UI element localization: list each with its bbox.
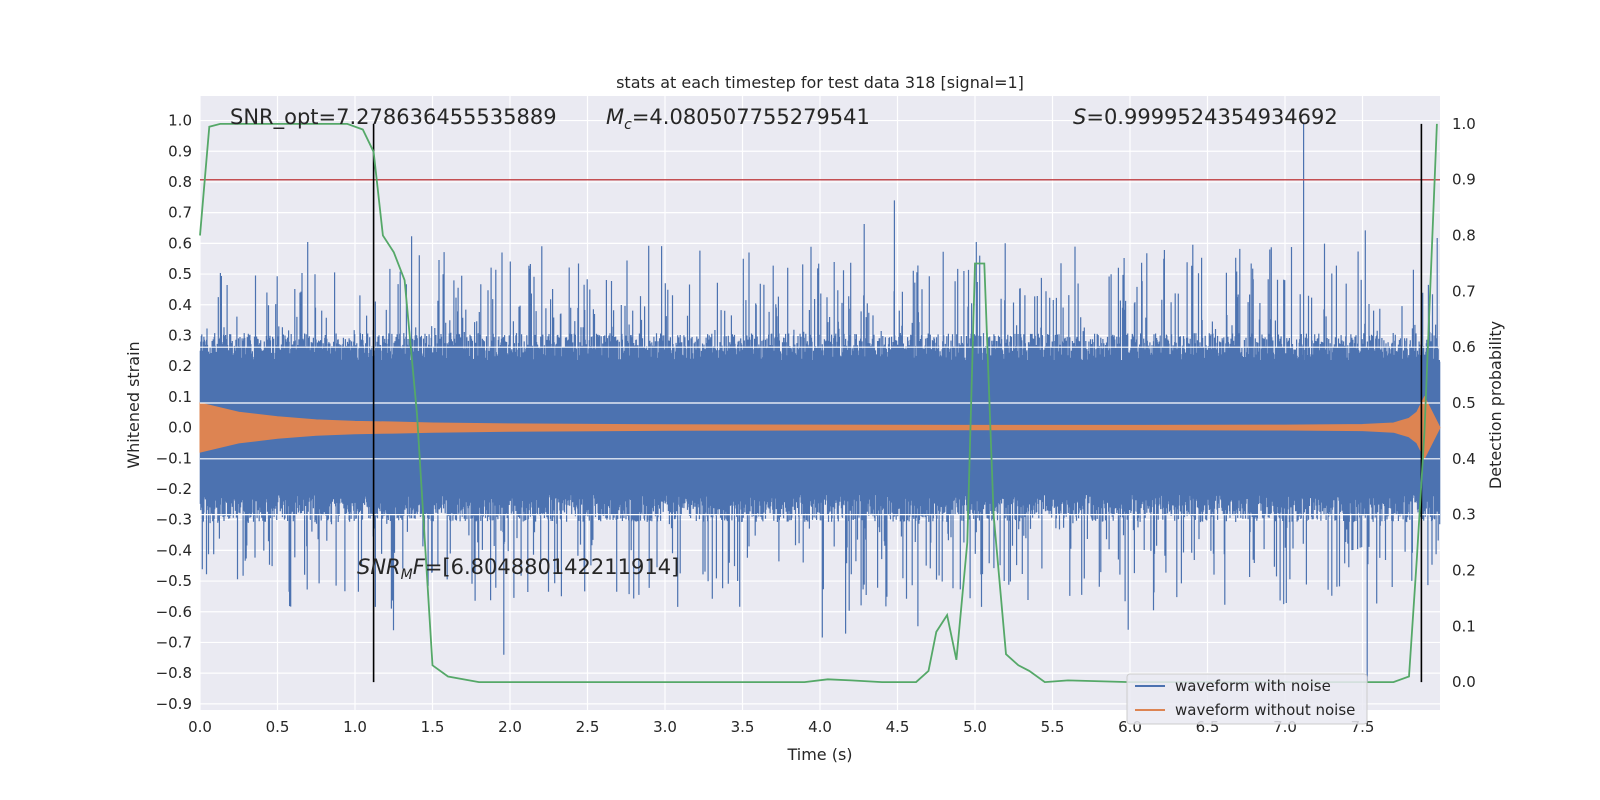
signal-envelope [199,395,1441,460]
y-axis-right-label: Detection probability [1486,321,1505,489]
legend-entry-signal: waveform without noise [1175,701,1355,719]
x-tick-label: 4.0 [808,718,832,736]
x-tick-label: 2.0 [498,718,522,736]
y-tick-label: 0.6 [168,234,192,252]
x-axis-label: Time (s) [786,745,852,764]
s-statistic-annotation: S=0.9999524354934692 [1073,105,1338,129]
y-tick-label: −0.7 [156,633,192,651]
y-tick-label: −0.1 [156,449,192,467]
y-right-tick-label: 0.0 [1452,673,1476,691]
y-axis-label: Whitened strain [124,341,143,468]
y-tick-label: 0.7 [168,204,192,222]
y-tick-label: −0.6 [156,603,192,621]
x-tick-label: 1.0 [343,718,367,736]
snr-mf-annotation: SNRMF=[6.804880142211914] [357,555,679,583]
x-tick-label: 0.0 [188,718,212,736]
y-right-tick-label: 0.1 [1452,617,1476,635]
y-tick-label: −0.9 [156,695,192,713]
y-tick-label: 0.9 [168,142,192,160]
y-tick-label: −0.3 [156,511,192,529]
y-right-tick-label: 1.0 [1452,115,1476,133]
y-tick-label: −0.2 [156,480,192,498]
chirp-mass-annotation: Mc=4.080507755279541 [606,105,870,133]
y-tick-label: 0.5 [168,265,192,283]
y-tick-label: −0.5 [156,572,192,590]
x-tick-label: 0.5 [266,718,290,736]
y-tick-label: 0.4 [168,296,192,314]
overlays [199,123,1440,684]
y-tick-label: −0.4 [156,541,192,559]
y-right-tick-label: 0.6 [1452,338,1476,356]
y-tick-label: 1.0 [168,112,192,130]
y-tick-label: −0.8 [156,664,192,682]
y-right-tick-label: 0.3 [1452,506,1476,524]
y-right-tick-label: 0.2 [1452,561,1476,579]
legend: waveform with noise waveform without noi… [1126,673,1368,725]
y-right-tick-label: 0.9 [1452,171,1476,189]
x-tick-label: 1.5 [421,718,445,736]
y-right-tick-label: 0.7 [1452,282,1476,300]
x-tick-label: 5.5 [1041,718,1065,736]
y-right-tick-label: 0.5 [1452,394,1476,412]
chart-title: stats at each timestep for test data 318… [616,73,1024,92]
x-tick-label: 3.0 [653,718,677,736]
y-tick-label: 0.0 [168,419,192,437]
y-tick-label: 0.8 [168,173,192,191]
series-waveform-without-noise [199,395,1441,460]
x-tick-label: 4.5 [886,718,910,736]
y-tick-label: 0.3 [168,326,192,344]
legend-entry-noise: waveform with noise [1175,677,1331,695]
snr-opt-annotation: SNR_opt=7.278636455535889 [230,105,557,130]
y-tick-label: 0.2 [168,357,192,375]
y-right-tick-label: 0.4 [1452,450,1476,468]
x-tick-label: 2.5 [576,718,600,736]
x-tick-label: 5.0 [963,718,987,736]
detection-probability-line [199,123,1438,684]
x-tick-label: 3.5 [731,718,755,736]
tick-labels: 0.0 0.5 1.0 1.5 2.0 2.5 3.0 3.5 4.0 4.5 5.0 5.5 6.0 6… [156,112,1476,736]
y-tick-label: 0.1 [168,388,192,406]
y-right-tick-label: 0.8 [1452,227,1476,245]
